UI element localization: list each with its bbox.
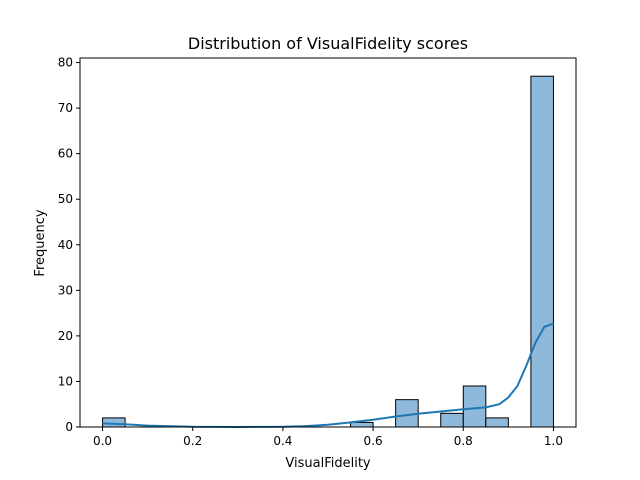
x-axis-label: VisualFidelity bbox=[285, 456, 371, 471]
y-tick-label: 40 bbox=[58, 238, 73, 252]
histogram-bar bbox=[530, 75, 554, 428]
histogram-bars bbox=[102, 75, 554, 428]
x-tick-label: 0.4 bbox=[273, 434, 292, 448]
histogram-bar bbox=[462, 385, 487, 428]
y-tick-label: 10 bbox=[58, 374, 73, 388]
y-tick-label: 60 bbox=[58, 147, 73, 161]
x-tick-label: 1.0 bbox=[544, 434, 563, 448]
y-axis-label: Frequency bbox=[33, 209, 48, 276]
y-tick-label: 20 bbox=[58, 329, 73, 343]
plot-frame bbox=[79, 57, 577, 428]
y-axis-ticks: 0 10 20 30 40 50 60 70 80 bbox=[58, 56, 80, 434]
x-axis-ticks: 0.0 0.2 0.4 0.6 0.8 1.0 bbox=[93, 427, 563, 448]
histogram-bar bbox=[440, 412, 464, 428]
histogram-bar bbox=[102, 417, 126, 428]
chart-title: Distribution of VisualFidelity scores bbox=[188, 34, 468, 53]
x-tick-label: 0.8 bbox=[454, 434, 473, 448]
x-tick-label: 0.2 bbox=[183, 434, 202, 448]
y-tick-label: 0 bbox=[65, 420, 73, 434]
histogram-bar bbox=[485, 417, 509, 428]
histogram-bar bbox=[350, 421, 374, 428]
x-tick-label: 0.6 bbox=[364, 434, 383, 448]
y-tick-label: 80 bbox=[58, 56, 73, 70]
y-tick-label: 70 bbox=[58, 101, 73, 115]
y-tick-label: 50 bbox=[58, 192, 73, 206]
x-tick-label: 0.0 bbox=[93, 434, 112, 448]
y-tick-label: 30 bbox=[58, 283, 73, 297]
